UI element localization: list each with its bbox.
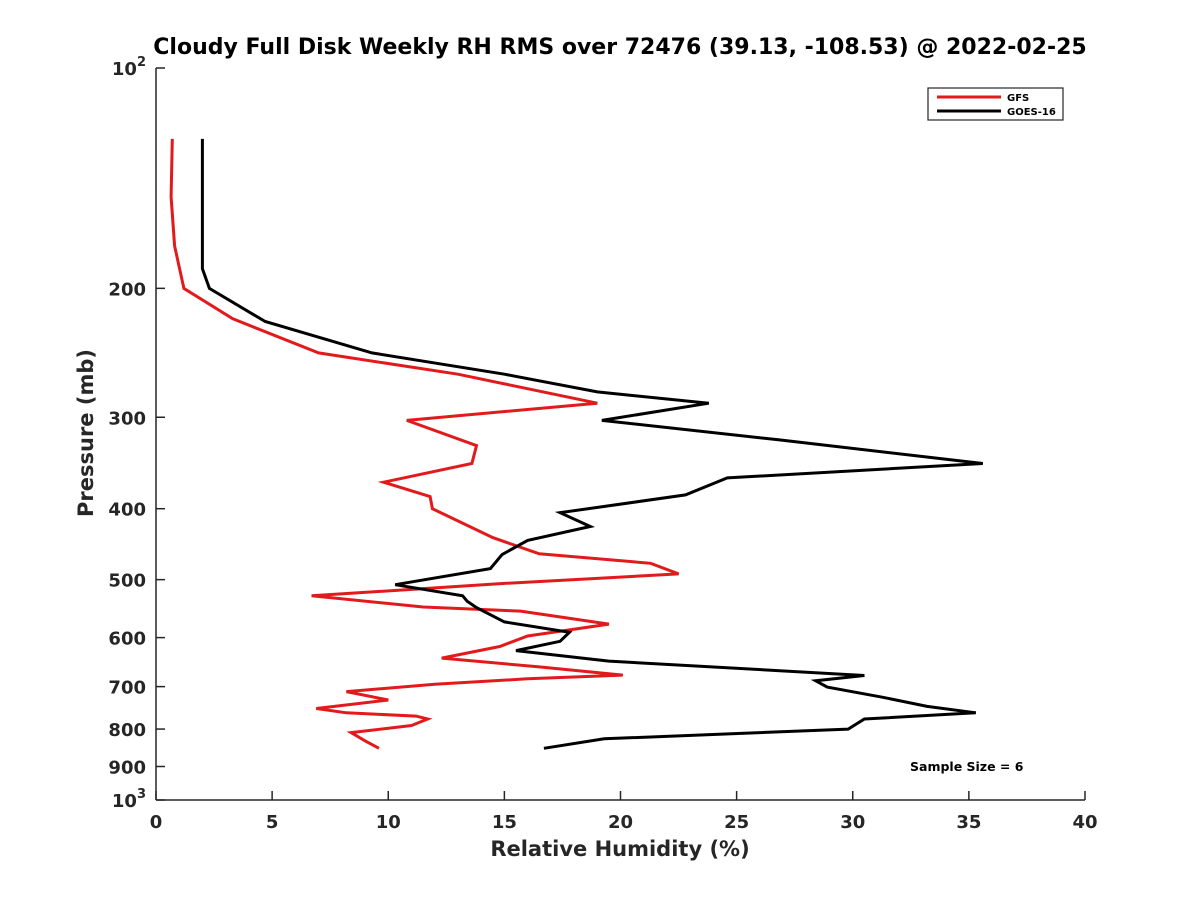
x-tick-label: 15 [492,812,517,833]
x-tick-label: 35 [956,812,981,833]
y-tick-label: 800 [108,720,146,741]
y-tick-label: 102 [112,55,146,80]
series-line-goes-16 [200,138,983,750]
legend-box [927,87,1064,121]
x-tick-label: 25 [724,812,749,833]
y-tick-label-exponent: 2 [137,55,146,70]
x-tick-label: 20 [608,812,633,833]
y-tick-label: 700 [108,678,146,699]
y-tick-label-base: 10 [112,59,137,80]
x-tick-label: 40 [1072,812,1097,833]
legend: GFS GOES-16 [927,87,1064,121]
x-tick-label: 5 [266,812,279,833]
y-tick-label: 900 [108,758,146,779]
x-axis-title: Relative Humidity (%) [490,837,749,861]
y-tick-label: 200 [108,279,146,300]
y-tick-label: 400 [108,500,146,521]
x-tick-label: 0 [150,812,163,833]
chart-title: Cloudy Full Disk Weekly RH RMS over 7247… [153,35,1086,60]
legend-entries: GFS GOES-16 [937,93,1056,118]
legend-label-gfs: GFS [1007,93,1029,104]
x-tick-label: 10 [376,812,401,833]
y-tick-label: 600 [108,629,146,650]
y-tick-label: 103 [112,787,146,812]
series-line-gfs [169,138,680,750]
y-axis-title: Pressure (mb) [74,349,98,517]
x-axis: 0 5 10 15 20 25 30 35 40 [150,791,1098,833]
legend-label-goes-16: GOES-16 [1007,107,1056,118]
x-tick-label: 30 [840,812,865,833]
series-layer [169,138,983,750]
sample-size-annotation: Sample Size = 6 [910,759,1024,774]
y-tick-label: 300 [108,408,146,429]
y-tick-label-base: 10 [112,791,137,812]
y-tick-label: 500 [108,571,146,592]
y-tick-label-exponent: 3 [137,787,146,802]
